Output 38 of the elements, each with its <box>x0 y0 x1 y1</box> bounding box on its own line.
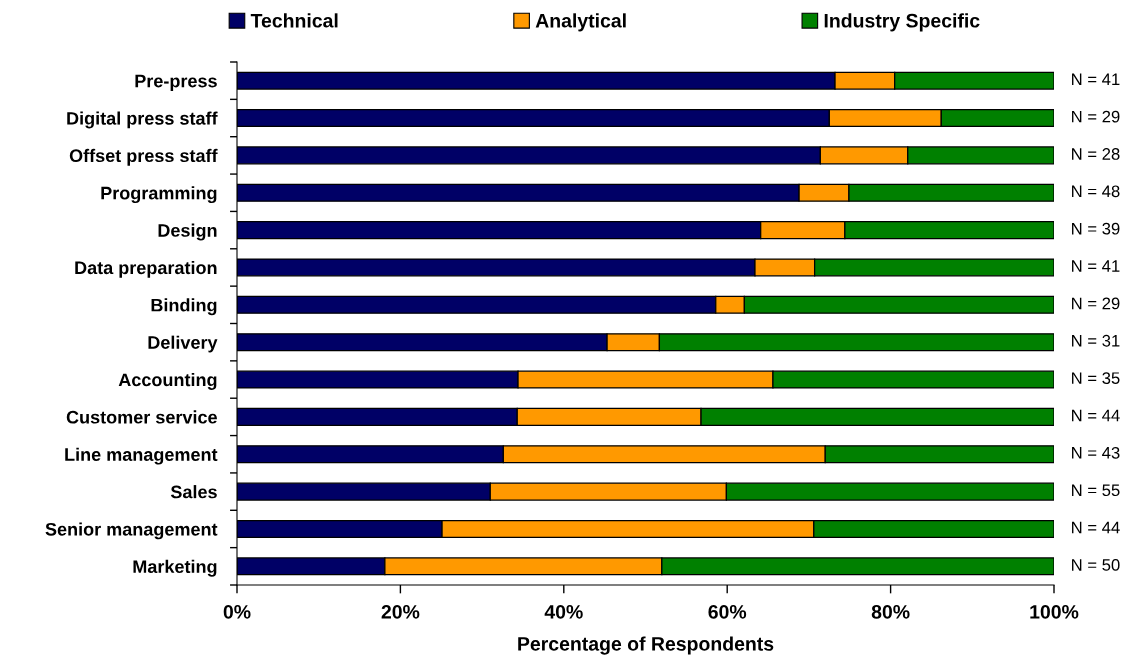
x-tick-label: 0% <box>223 604 251 619</box>
legend-label: Technical <box>250 13 338 28</box>
y-tick-label: Senior management <box>45 522 218 540</box>
y-tick-label: Design <box>158 223 217 241</box>
text: N = 41 <box>1072 73 1120 85</box>
text: N = 35 <box>1072 372 1120 385</box>
text: N = 44 <box>1072 409 1120 422</box>
text: N = 44 <box>1072 521 1120 534</box>
y-tick-label: Sales <box>170 485 217 499</box>
text: N = 48 <box>1072 185 1120 198</box>
y-tick-label: Offset press staff <box>69 148 218 166</box>
x-axis-title: Percentage of Respondents <box>518 636 774 655</box>
x-tick-label: 40% <box>544 604 583 619</box>
text: N = 50 <box>1072 558 1120 571</box>
legend-label: Analytical <box>535 13 626 32</box>
y-tick-label: Binding <box>151 298 217 316</box>
y-tick-label: Programming <box>101 186 217 204</box>
text: N = 39 <box>1072 222 1120 235</box>
text: N = 41 <box>1072 260 1120 272</box>
y-tick-label: Line management <box>65 447 218 465</box>
y-tick-label: Data preparation <box>75 260 217 278</box>
y-tick-label: Marketing <box>133 559 217 577</box>
y-tick-label: Digital press staff <box>67 111 218 129</box>
text: N = 29 <box>1072 110 1120 123</box>
text: N = 31 <box>1072 334 1120 347</box>
legend-label: Industry Specific <box>824 13 980 32</box>
x-tick-label: 80% <box>871 604 910 619</box>
text: N = 28 <box>1072 148 1120 160</box>
x-tick-label: 100% <box>1030 604 1079 619</box>
x-tick-label: 60% <box>708 604 747 619</box>
y-tick-label: Pre-press <box>135 74 217 91</box>
text: N = 55 <box>1072 484 1120 497</box>
x-tick-label: 20% <box>381 604 420 619</box>
y-tick-label: Delivery <box>148 335 218 353</box>
text: N = 43 <box>1072 446 1120 459</box>
y-tick-label: Customer service <box>66 410 217 424</box>
y-tick-label: Accounting <box>118 372 217 390</box>
text: N = 29 <box>1072 297 1120 310</box>
